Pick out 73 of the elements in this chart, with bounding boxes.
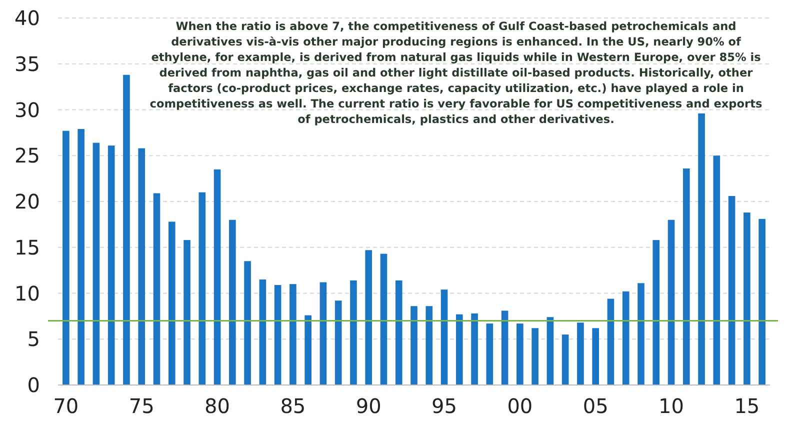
- annotation: of petrochemicals, plastics and other derivatives.: [298, 113, 614, 126]
- annotation: When the ratio is above 7, the competitiveness of Gulf Coast-based petrochemicals and: [176, 20, 736, 33]
- bar: [652, 240, 660, 385]
- x-tick-label: 85: [280, 394, 306, 418]
- x-tick-label: 80: [204, 394, 230, 418]
- bar: [501, 310, 508, 385]
- bar: [214, 169, 221, 385]
- annotation: derived from naphtha, gas oil and other light distillate oil-based products. Historically, other: [159, 66, 754, 80]
- bar: [78, 129, 84, 385]
- bar: [516, 324, 524, 385]
- bar: [713, 156, 720, 385]
- bar: [638, 283, 644, 385]
- annotation: factors (co-product prices, exchange rates, capacity utilization, etc.) have played a role in: [168, 82, 744, 95]
- bar: [440, 290, 448, 385]
- bar: [153, 193, 160, 385]
- x-tick-label: 05: [582, 394, 608, 418]
- bar: [532, 328, 538, 385]
- bar: [259, 279, 266, 385]
- y-tick-label: 40: [14, 6, 40, 30]
- bar: [622, 291, 630, 385]
- x-tick-label: 00: [507, 394, 533, 418]
- bar: [320, 282, 327, 385]
- x-tick-label: 10: [658, 394, 684, 418]
- bar: [123, 74, 130, 385]
- x-tick-label: 15: [734, 394, 760, 418]
- bar: [244, 261, 251, 385]
- bar: [108, 146, 115, 385]
- bar: [728, 196, 736, 385]
- bar: [456, 314, 463, 385]
- bar: [546, 317, 554, 385]
- x-tick-label: 75: [128, 394, 154, 418]
- bar: [668, 220, 675, 385]
- bar: [395, 280, 402, 385]
- y-tick-label: 30: [14, 98, 40, 122]
- bar: [380, 254, 388, 385]
- x-tick-label: 90: [356, 394, 382, 418]
- bar: [334, 300, 342, 385]
- bar: [744, 212, 750, 385]
- bar: [486, 324, 494, 385]
- annotation: derivatives vis-à-vis other major producing regions is enhanced. In the US, nearly 90% of: [171, 36, 742, 48]
- bar: [290, 284, 296, 385]
- y-tick-label: 35: [14, 52, 40, 76]
- bar: [184, 240, 190, 385]
- y-tick-label: 5: [27, 327, 40, 352]
- y-tick-label: 20: [14, 190, 40, 214]
- bar: [426, 306, 433, 385]
- bar: [607, 298, 614, 385]
- bar: [562, 334, 569, 385]
- bar: [592, 328, 599, 385]
- bar: [168, 222, 176, 385]
- bar: [365, 250, 372, 385]
- y-tick-label: 10: [14, 281, 40, 306]
- y-tick-label: 25: [14, 144, 40, 168]
- bar: [274, 284, 282, 385]
- bar: [229, 220, 236, 385]
- bar: [304, 315, 312, 385]
- annotation: ethylene, for example, is derived from natural gas liquids while in Western Europe, over 85% is: [151, 51, 762, 64]
- bar: [577, 322, 584, 385]
- bar: [682, 168, 690, 385]
- annotation: competitiveness as well. The current ratio is very favorable for US competitiveness and exports: [150, 98, 763, 110]
- bar: [62, 130, 70, 385]
- y-tick-label: 0: [27, 373, 40, 397]
- bar: [198, 192, 206, 385]
- bar: [471, 313, 478, 385]
- bar: [698, 113, 705, 385]
- bar: [92, 142, 100, 385]
- bar: [758, 218, 766, 385]
- bar: [350, 280, 357, 385]
- y-tick-label: 15: [14, 235, 40, 260]
- bar: [138, 148, 146, 385]
- x-tick-label: 95: [432, 394, 457, 418]
- x-tick-label: 70: [53, 394, 79, 418]
- bar: [410, 306, 418, 385]
